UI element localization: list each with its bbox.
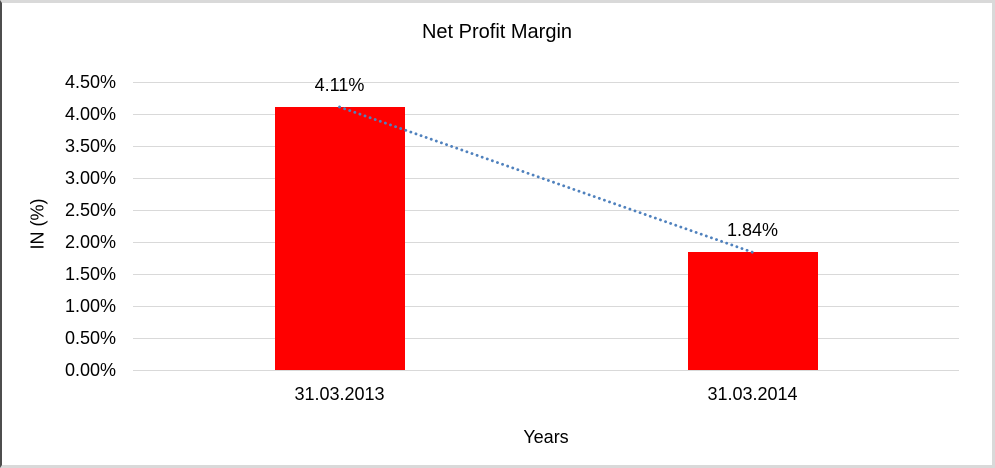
x-tick-label: 31.03.2013 <box>294 384 385 404</box>
x-axis-title: Years <box>523 427 569 447</box>
gridline <box>133 241 959 243</box>
y-tick-label: 2.50% <box>64 200 116 220</box>
gridline <box>133 369 959 371</box>
gridline <box>133 113 959 115</box>
y-tick-label: 4.50% <box>64 72 116 92</box>
gridline <box>133 209 959 211</box>
y-tick-label: 2.00% <box>64 232 116 252</box>
gridline <box>133 145 959 147</box>
gridline <box>133 177 959 179</box>
gridline <box>133 273 959 275</box>
chart-title: Net Profit Margin <box>421 21 573 43</box>
bar[interactable] <box>274 106 405 370</box>
y-tick-label: 1.50% <box>64 264 116 284</box>
x-tick-label: 31.03.2014 <box>707 384 798 404</box>
y-tick-label: 4.00% <box>64 104 116 124</box>
y-tick-label: 3.00% <box>64 168 116 188</box>
data-label: 1.84% <box>726 220 779 241</box>
gridline <box>133 81 959 83</box>
y-tick-label: 3.50% <box>64 136 116 156</box>
y-tick-label: 0.50% <box>64 328 116 348</box>
y-tick-label: 1.00% <box>64 296 116 316</box>
gridline <box>133 337 959 339</box>
y-tick-label: 0.00% <box>64 360 116 380</box>
gridline <box>133 305 959 307</box>
trendline-layer <box>338 105 754 254</box>
data-label: 4.11% <box>314 74 365 95</box>
bar[interactable] <box>687 252 818 370</box>
